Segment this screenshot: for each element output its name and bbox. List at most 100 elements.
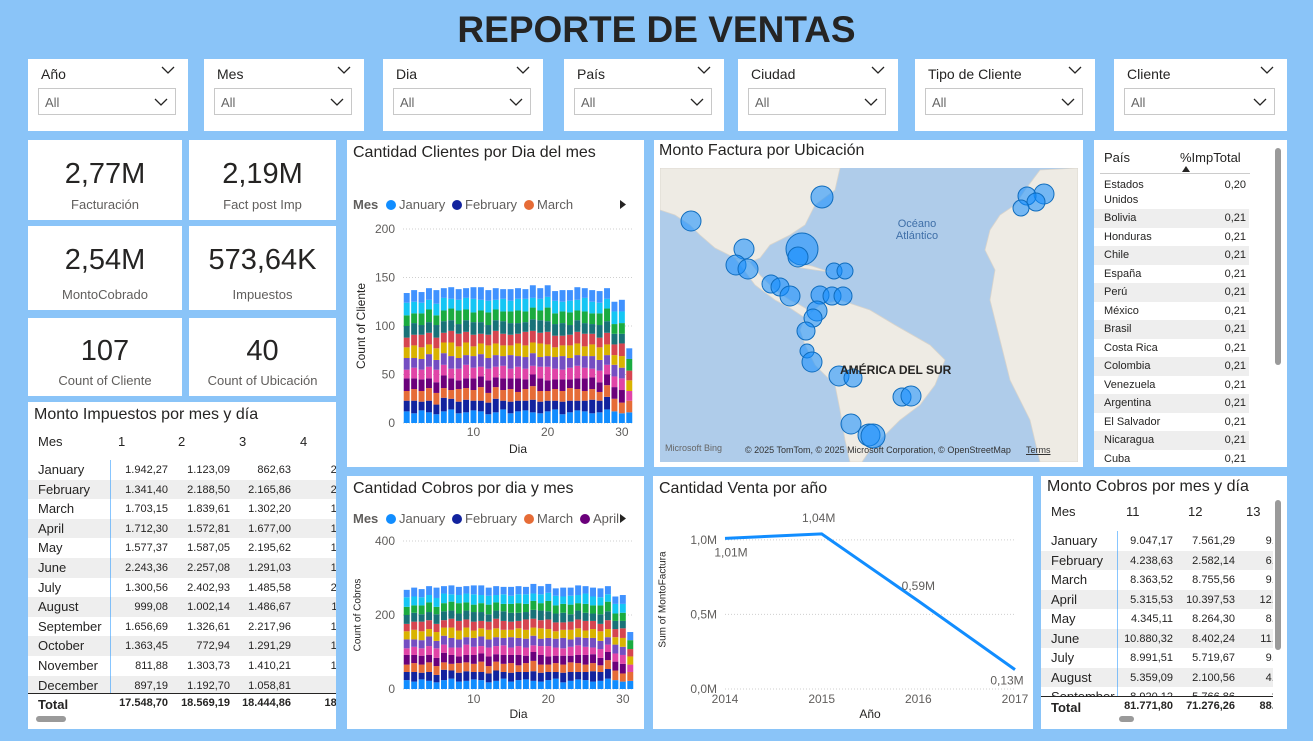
bar-segment [411, 378, 418, 390]
row-band [28, 558, 336, 578]
filter-dropdown[interactable]: All [925, 88, 1083, 115]
bar-segment [463, 627, 470, 638]
bar-segment [537, 378, 544, 391]
bar-segment [581, 390, 588, 401]
bar-segment [403, 639, 410, 649]
bar-segment [418, 334, 425, 348]
scrollbar [1275, 500, 1281, 650]
bar-segment [560, 672, 567, 683]
bar-segment [441, 586, 447, 594]
bar-segment [544, 285, 551, 297]
bar-segment [537, 664, 544, 673]
bar-segment [589, 333, 596, 345]
filter-dropdown[interactable]: All [1124, 88, 1275, 115]
bar-segment [508, 621, 515, 630]
filter-dropdown[interactable]: All [574, 88, 712, 115]
bar-segment [537, 366, 544, 379]
bar-segment [522, 357, 529, 369]
filter-value: All [400, 95, 415, 110]
bar-segment [589, 313, 596, 325]
bar-segment [575, 637, 582, 646]
bar-segment [455, 310, 462, 325]
bar-segment [522, 389, 529, 401]
bar-segment [448, 618, 455, 628]
bar-segment [597, 614, 604, 624]
bar-segment [574, 320, 581, 332]
bar-segment [544, 344, 551, 357]
bar-segment [485, 325, 492, 335]
bar-segment [597, 665, 604, 672]
filter-slicer: Cliente All [1114, 59, 1287, 131]
table-cell: 2.165,86 [248, 483, 291, 496]
bar-segment [433, 290, 440, 304]
bar-segment [530, 635, 537, 646]
kpi-value: 107 [80, 335, 130, 368]
bar-segment [485, 656, 492, 667]
filter-value: All [932, 95, 947, 110]
bar-segment [522, 311, 529, 323]
x-tick-label: 10 [467, 425, 481, 439]
table-cell: 2.243,36 [125, 562, 168, 574]
column-header: 1 [118, 434, 126, 449]
bar-segment [403, 631, 410, 640]
bar-segment [522, 647, 529, 656]
graphic [1068, 66, 1082, 74]
bar-segment [492, 412, 499, 423]
bar-segment [581, 323, 588, 334]
bar-segment [403, 648, 410, 655]
table-cell: 1.942,27 [125, 464, 168, 476]
bar-segment [515, 680, 522, 689]
table-cell: 2.100,56 [1192, 671, 1235, 684]
filter-label: Dia [396, 66, 418, 82]
bar-segment [590, 620, 596, 630]
bar-segment [589, 389, 596, 400]
bar-segment [485, 358, 492, 369]
bar-segment [440, 375, 447, 389]
bar-segment [463, 378, 470, 389]
bar-segment [500, 311, 507, 322]
bar-segment [515, 378, 521, 392]
bar-segment [418, 597, 425, 606]
bar-segment [529, 285, 536, 298]
filter-dropdown[interactable]: All [38, 88, 176, 115]
bar-segment [493, 661, 500, 671]
filter-dropdown[interactable]: All [214, 88, 352, 115]
legend-marker [524, 514, 534, 524]
bar-segment [522, 298, 529, 312]
bar-segment [604, 586, 611, 595]
bar-segment [590, 613, 596, 621]
table-cell: 1.839,61 [187, 503, 230, 516]
bar-segment [544, 296, 551, 308]
bar-segment [411, 612, 418, 622]
bar-segment [619, 612, 626, 621]
bar-segment [537, 594, 544, 604]
table-cell: México [1104, 304, 1139, 317]
map-terms[interactable]: Terms [1026, 445, 1051, 455]
table-cell: January [1051, 533, 1098, 548]
bar-segment [596, 347, 603, 360]
bar-segment [522, 629, 529, 639]
bar-segment [411, 654, 418, 664]
table-cell: 1.76 [330, 522, 336, 535]
bar-segment [529, 307, 536, 320]
bar-segment [597, 640, 604, 650]
bar-segment [589, 344, 596, 357]
bar-segment [426, 354, 432, 367]
bar-segment [574, 287, 581, 300]
bar-segment [500, 678, 507, 689]
table-title: Monto Impuestos por mes y día [34, 406, 259, 423]
bar-segment [560, 622, 567, 630]
bar-segment [433, 414, 440, 423]
bar-segment [530, 652, 537, 661]
filter-dropdown[interactable]: All [393, 88, 531, 115]
filter-dropdown[interactable]: All [748, 88, 886, 115]
row-band [1094, 283, 1249, 302]
chart-panel: Cantidad Venta por año 0,0M 0,5M 1,0M 2014 20… [653, 476, 1033, 729]
bar-segment [604, 594, 611, 602]
bar-segment [478, 585, 485, 596]
filter-slicer: Ciudad All [738, 59, 898, 131]
bar-segment [433, 682, 440, 689]
bar-segment [611, 301, 618, 312]
table-cell: 2.582,14 [1192, 554, 1235, 567]
bar-segment [463, 331, 470, 343]
